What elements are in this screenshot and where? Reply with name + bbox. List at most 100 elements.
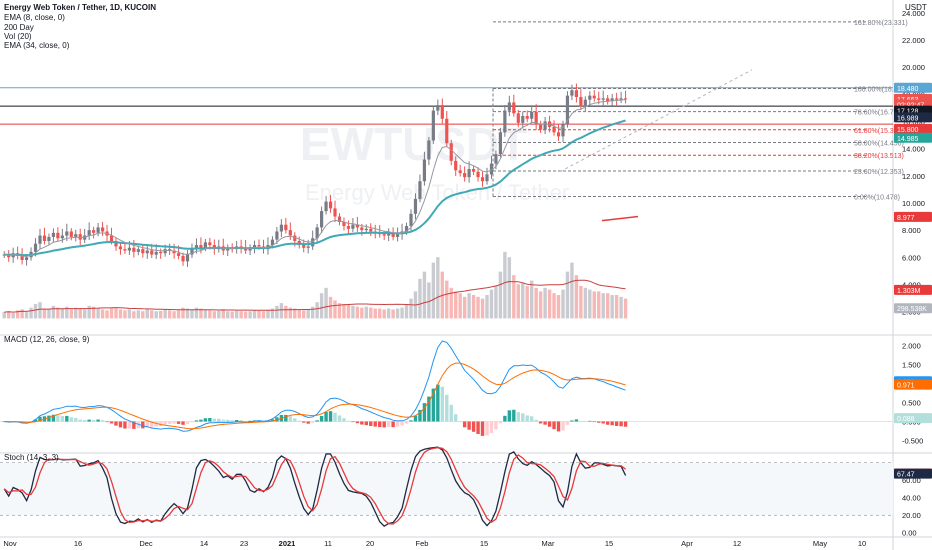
macd-histogram-bar (574, 419, 579, 422)
volume-bar (297, 309, 301, 319)
macd-tag-label-2: 0.088 (897, 416, 915, 423)
volume-bar (462, 296, 467, 319)
volume-bar (217, 310, 221, 319)
candle-body (328, 201, 333, 209)
candle-body (136, 249, 140, 252)
candle-body (360, 227, 364, 231)
volume-bar (87, 305, 91, 319)
volume-bar (476, 296, 480, 319)
macd-histogram-bar (56, 415, 60, 422)
fib-retracement[interactable]: 161.80%(23.331) 100.00%(18.422) 78.60%(16.… (492, 20, 908, 222)
candle-body (601, 98, 605, 100)
candle-body (458, 170, 462, 174)
volume-bar (458, 293, 462, 319)
macd-title: MACD (12, 26, close, 9) (4, 335, 90, 344)
candle-body (7, 254, 11, 258)
legend-indicator-1: 200 Day (4, 23, 34, 32)
macd-histogram-bar (158, 421, 163, 427)
volume-bar (431, 262, 436, 319)
candle-body (56, 232, 60, 239)
macd-histogram-bar (96, 419, 100, 422)
volume-bar (605, 293, 610, 319)
macd-histogram-bar (570, 420, 574, 422)
macd-histogram-bar (462, 421, 467, 428)
price-tag-6 (894, 132, 932, 143)
macd-histogram-bar (458, 421, 462, 423)
macd-histogram-bar (364, 421, 369, 426)
price-tag-label-0: 18.480 (897, 86, 919, 93)
volume-bar (172, 311, 176, 319)
candle-body (445, 118, 449, 144)
candle-body (494, 154, 498, 164)
volume-ma-line (4, 279, 626, 313)
volume-bar (234, 310, 239, 319)
price-axis[interactable]: 24.00022.00020.00018.00016.00014.00012.0… (894, 9, 932, 538)
candle-body (154, 251, 158, 255)
volume-bar (319, 293, 324, 319)
volume-bar (315, 302, 319, 319)
volume-bar (382, 309, 386, 319)
candle-body (404, 226, 409, 232)
volume-bar (118, 309, 123, 319)
candle-body (109, 235, 114, 241)
volume-bar (127, 309, 132, 319)
volume-bar (279, 303, 284, 319)
macd-histogram-bar (167, 421, 172, 424)
volume-bar (471, 295, 476, 319)
macd-histogram-bar (176, 421, 181, 424)
macd-histogram-bar (614, 421, 619, 426)
candle-body (141, 249, 145, 254)
x-tick-2: Dec (139, 539, 153, 548)
price-tick-5: 14.000 (902, 145, 925, 154)
macd-histogram-bar (100, 420, 105, 422)
volume-bar (552, 293, 556, 319)
candle-body (293, 235, 297, 241)
volume-bar (543, 287, 547, 319)
candlesticks[interactable] (2, 83, 628, 267)
volume-bar (409, 298, 413, 319)
candle-body (516, 113, 520, 123)
currency-label: USDT (905, 3, 927, 12)
macd-histogram-bar (297, 420, 301, 422)
candle-body (159, 251, 163, 254)
volume-bar (521, 282, 525, 319)
macd-histogram-bar (47, 415, 51, 422)
x-tick-6: 11 (324, 539, 332, 548)
macd-histogram-bar (619, 421, 623, 427)
macd-histogram-bar (118, 421, 123, 428)
candle-body (92, 230, 96, 233)
macd-pane[interactable] (0, 340, 893, 436)
stoch-tag-label-1: 67.47 (897, 472, 915, 479)
candle-body (391, 232, 395, 237)
x-tick-10: Mar (542, 539, 555, 548)
volume-bar (378, 308, 382, 319)
macd-histogram-bar (404, 421, 409, 424)
candle-body (118, 246, 123, 250)
candle-body (96, 227, 100, 233)
candle-body (610, 98, 614, 102)
candle-body (342, 221, 346, 227)
stoch-pane[interactable] (0, 446, 893, 528)
candle-body (346, 226, 351, 229)
candle-body (413, 198, 418, 214)
macd-histogram-bar (114, 421, 118, 426)
volume-bar (221, 310, 225, 319)
volume-bar (422, 271, 427, 319)
price-tag-5 (894, 123, 932, 134)
candle-body (521, 116, 525, 123)
macd-histogram-bar (369, 421, 373, 426)
macd-histogram-bar (302, 421, 306, 423)
volume-bar (588, 289, 592, 319)
macd-histogram-bar (579, 420, 583, 422)
volume-bar (248, 311, 252, 319)
volume-bar (395, 308, 400, 319)
macd-histogram-bar (87, 419, 91, 422)
macd-histogram-bar (534, 419, 538, 422)
macd-histogram-bar (378, 421, 382, 428)
time-axis[interactable]: Nov 16 Dec 14 23 2021 11 20 Feb 15 Mar 15 Apr 12 May 10 (3, 539, 866, 548)
candle-body (615, 98, 619, 100)
volume-bar (194, 307, 199, 319)
macd-histogram-bar (480, 421, 485, 436)
macd-tick-3: 0.500 (902, 399, 921, 408)
